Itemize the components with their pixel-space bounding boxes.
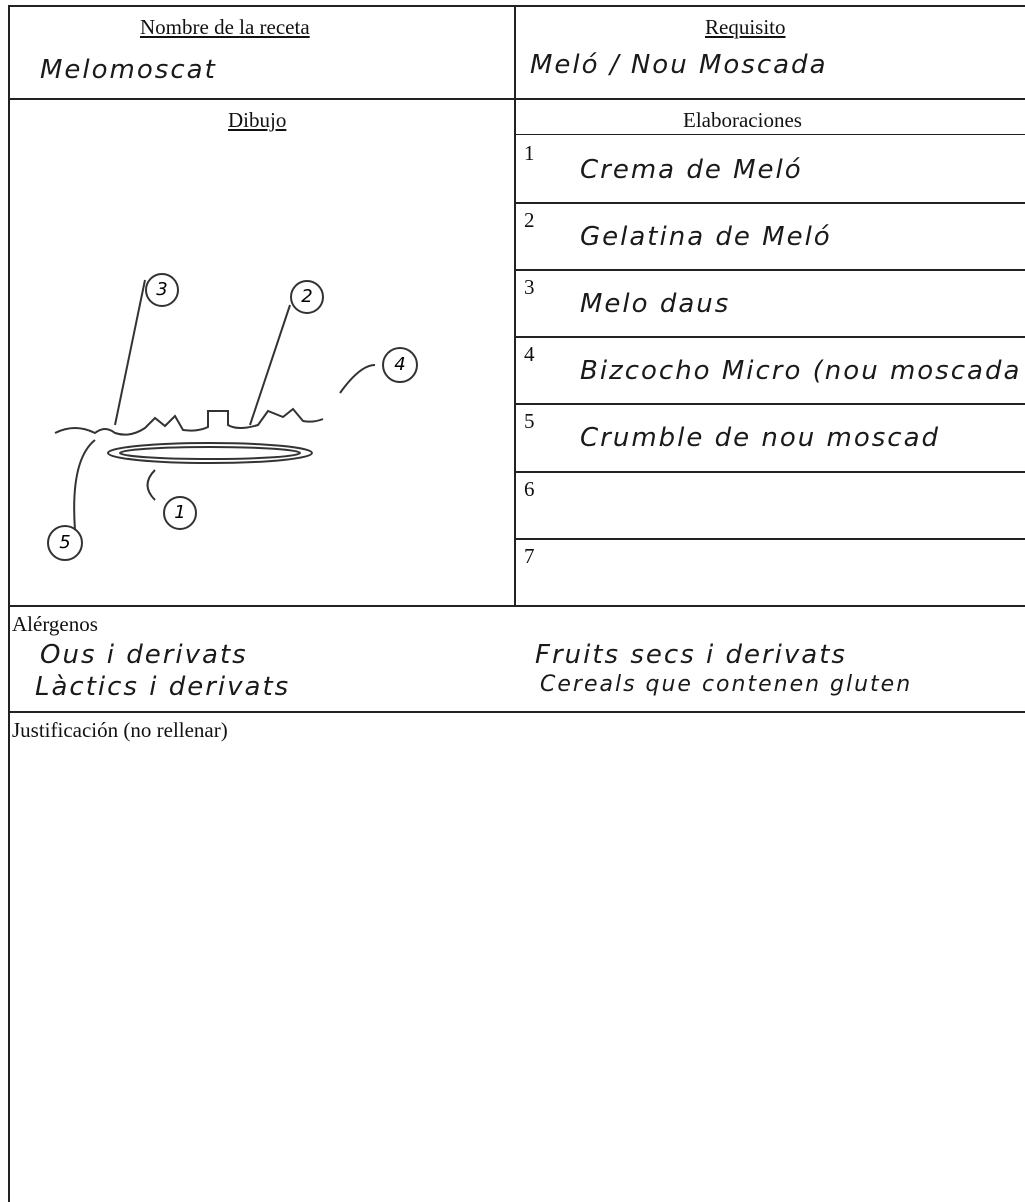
handwriting: Melomoscat bbox=[40, 55, 217, 85]
border bbox=[514, 537, 1025, 540]
border bbox=[514, 403, 1025, 406]
field-label: Alérgenos bbox=[12, 612, 98, 636]
field-label: Justificación (no rellenar) bbox=[12, 718, 228, 742]
handwriting: Crema de Meló bbox=[580, 155, 803, 185]
row-number: 6 bbox=[524, 476, 535, 501]
border bbox=[514, 134, 1025, 135]
handwriting: Ous i derivats bbox=[40, 640, 248, 670]
row-number: 2 bbox=[524, 208, 535, 233]
drawing: 3 2 4 5 1 bbox=[47, 273, 418, 561]
border bbox=[8, 5, 10, 1202]
handwriting: Meló / Nou Moscada bbox=[530, 50, 828, 80]
field-label: Elaboraciones bbox=[683, 108, 802, 132]
border bbox=[8, 5, 1025, 7]
border bbox=[514, 5, 516, 605]
border bbox=[514, 470, 1025, 473]
callout-number: 2 bbox=[301, 286, 312, 307]
handwriting: Crumble de nou moscad bbox=[580, 423, 941, 454]
handwriting: Bizcocho Micro (nou moscada bbox=[580, 356, 1022, 387]
handwriting: Melo daus bbox=[580, 289, 731, 320]
sketch bbox=[47, 273, 418, 561]
border bbox=[8, 98, 1025, 100]
row-number: 1 bbox=[524, 141, 535, 165]
border bbox=[8, 605, 1025, 607]
border bbox=[514, 202, 1025, 205]
border bbox=[514, 269, 1025, 272]
border bbox=[8, 711, 1025, 713]
row-number: 3 bbox=[524, 275, 535, 300]
field-label: Nombre de la receta bbox=[140, 15, 310, 39]
handwriting: Cereals que contenen gluten bbox=[540, 672, 913, 697]
callout-number: 3 bbox=[156, 279, 167, 300]
field-label: Requisito bbox=[705, 15, 786, 39]
handwriting: Gelatina de Meló bbox=[580, 222, 832, 253]
row-number: 4 bbox=[524, 342, 535, 367]
row-number: 7 bbox=[524, 543, 535, 568]
row-number: 5 bbox=[524, 409, 535, 434]
callout-number: 4 bbox=[394, 354, 405, 375]
handwriting: Fruits secs i derivats bbox=[535, 640, 847, 670]
callout-number: 5 bbox=[59, 532, 70, 553]
callout-number: 1 bbox=[174, 502, 185, 523]
border bbox=[514, 336, 1025, 339]
field-label: Dibujo bbox=[228, 108, 287, 132]
handwriting: Làctics i derivats bbox=[35, 672, 291, 702]
